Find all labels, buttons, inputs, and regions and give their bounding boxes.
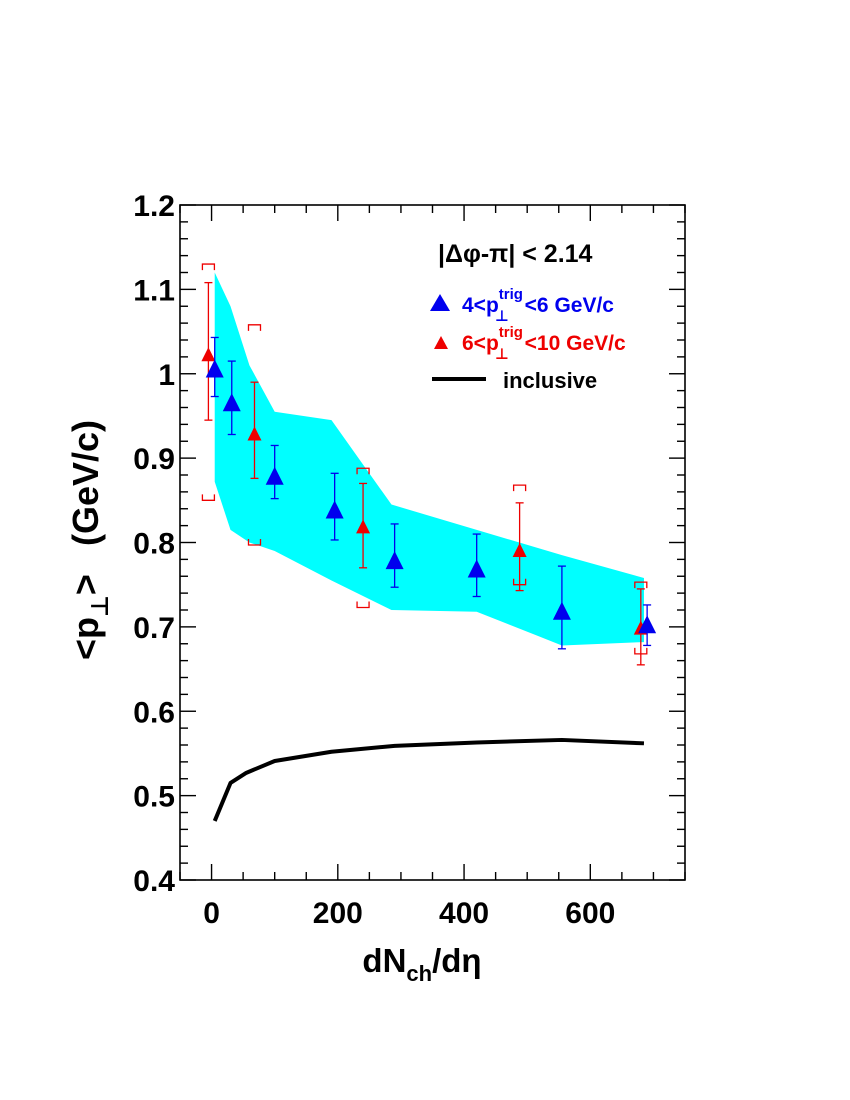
red-syst-bracket-upper-3 [512,484,527,492]
x-axis-title-sub: ch [406,961,432,986]
legend-entry-red-pre: 6<p [462,332,499,355]
y-tick-label: 1.1 [133,274,175,307]
systematic-band [214,272,644,646]
legend-entry-blue: 4<ptrig ⊥ <6 GeV/c [462,286,614,325]
y-axis-title-open: <p [65,617,106,660]
legend-header: |Δφ-π| < 2.14 [438,240,593,268]
red-series-layer [201,263,648,666]
x-tick-label: 400 [439,897,489,930]
red-syst-bracket-upper-0 [201,263,216,271]
red-syst-bracket-upper-4 [634,581,648,589]
legend-entry-red-post: <10 GeV/c [525,332,626,355]
y-axis-title-units: (GeV/c) [65,420,106,546]
x-tick-label: 0 [203,897,220,930]
red-marker-0 [201,347,216,362]
plot-frame [179,204,686,881]
y-tick-label: 1 [158,359,175,392]
y-axis-title-sub: ⊥ [87,595,114,617]
blue-marker-2 [265,466,284,485]
y-tick-label: 0.7 [133,612,175,645]
inclusive-curve-layer [212,737,645,822]
legend-entry-red-sub: ⊥ [495,346,509,363]
blue-marker-0 [205,359,224,378]
legend-marker-blue-triangle [430,294,450,311]
y-tick-label: 1.2 [133,190,175,223]
blue-marker-6 [552,601,571,620]
red-syst-bracket-lower-2 [356,601,370,609]
red-marker-1 [247,426,262,441]
blue-marker-5 [467,559,486,578]
inclusive-curve [212,737,645,822]
y-tick-label: 0.5 [133,781,175,814]
blue-marker-4 [385,551,404,570]
y-tick-label: 0.6 [133,696,175,729]
y-tick-label: 0.9 [133,443,175,476]
legend-entry-red-sup: trig [499,324,523,341]
red-syst-bracket-upper-1 [247,324,262,331]
y-axis-title: <p⊥> (GeV/c) [65,420,114,660]
x-axis-title-main: dN [362,942,406,979]
x-tick-label: 200 [313,897,363,930]
y-tick-label: 0.4 [133,865,175,898]
blue-marker-7 [638,615,657,634]
legend-entry-blue-sub: ⊥ [495,308,509,325]
red-syst-bracket-lower-0 [201,494,216,501]
red-syst-bracket-upper-2 [356,467,370,475]
red-marker-3 [512,542,527,557]
legend-entry-blue-pre: 4<p [462,294,499,317]
x-axis-title-tail: /dη [432,942,481,979]
blue-marker-3 [325,500,344,519]
y-tick-label: 0.8 [133,528,175,561]
tick-labels: 0 200 400 600 0.4 0.5 0.6 0.7 0.8 0.9 1 1.1 1.2 [133,190,615,930]
legend-entry-blue-post: <6 GeV/c [525,294,615,317]
legend-marker-red-triangle [434,336,448,349]
x-tick-label: 600 [565,897,615,930]
legend-entry-red: 6<ptrig ⊥ <10 GeV/c [462,324,626,363]
red-marker-2 [356,519,371,534]
legend: |Δφ-π| < 2.14 4<ptrig ⊥ <6 GeV/c 6<ptrig ⊥ <… [430,240,626,393]
blue-series-layer [205,336,657,650]
x-axis-title: dNch/dη [362,942,481,986]
y-axis-title-close: > [65,574,106,595]
legend-entry-inclusive: inclusive [503,368,597,393]
systematic-band-layer [214,272,644,646]
legend-entry-blue-sup: trig [499,286,523,303]
red-syst-bracket-lower-1 [247,539,262,546]
blue-marker-1 [222,393,241,412]
